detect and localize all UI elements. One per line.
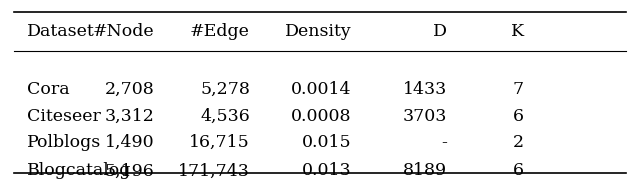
Text: 6: 6 <box>513 162 524 179</box>
Text: #Edge: #Edge <box>190 23 250 40</box>
Text: 2: 2 <box>513 134 524 151</box>
Text: 3703: 3703 <box>403 108 447 125</box>
Text: Citeseer: Citeseer <box>27 108 100 125</box>
Text: 8189: 8189 <box>403 162 447 179</box>
Text: 0.0008: 0.0008 <box>291 108 352 125</box>
Text: Blogcatalog: Blogcatalog <box>27 162 131 179</box>
Text: Polblogs: Polblogs <box>27 134 101 151</box>
Text: 6: 6 <box>513 108 524 125</box>
Text: 5,278: 5,278 <box>200 81 250 98</box>
Text: -: - <box>442 134 447 151</box>
Text: 0.013: 0.013 <box>302 162 352 179</box>
Text: 2,708: 2,708 <box>104 81 154 98</box>
Text: 4,536: 4,536 <box>200 108 250 125</box>
Text: K: K <box>511 23 524 40</box>
Text: 7: 7 <box>513 81 524 98</box>
Text: Dataset: Dataset <box>27 23 95 40</box>
Text: 5,196: 5,196 <box>104 162 154 179</box>
Text: 16,715: 16,715 <box>189 134 250 151</box>
Text: D: D <box>433 23 447 40</box>
Text: #Node: #Node <box>93 23 154 40</box>
Text: 1,490: 1,490 <box>105 134 154 151</box>
Text: 171,743: 171,743 <box>178 162 250 179</box>
Text: 1433: 1433 <box>403 81 447 98</box>
Text: 0.0014: 0.0014 <box>291 81 352 98</box>
Text: Density: Density <box>285 23 352 40</box>
Text: Cora: Cora <box>27 81 70 98</box>
Text: 0.015: 0.015 <box>302 134 352 151</box>
Text: 3,312: 3,312 <box>104 108 154 125</box>
